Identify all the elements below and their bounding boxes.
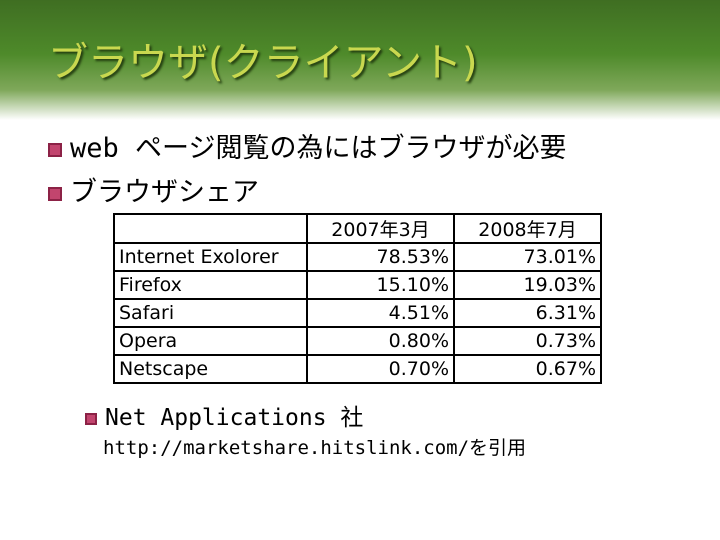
share-cell: 78.53% bbox=[306, 242, 455, 272]
bullet-text: web ページ閲覧の為にはブラウザが必要 bbox=[70, 133, 567, 164]
slide-title: ブラウザ(クライアント) bbox=[48, 40, 478, 86]
row-label: Safari bbox=[113, 298, 308, 328]
table-row: Safari 4.51% 6.31% bbox=[113, 298, 602, 328]
table-row: Netscape 0.70% 0.67% bbox=[113, 354, 602, 384]
bullet-mark bbox=[48, 142, 62, 157]
bullet: web ページ閲覧の為にはブラウザが必要 bbox=[48, 126, 566, 165]
share-cell: 0.70% bbox=[306, 354, 455, 384]
row-label: Internet Exolorer bbox=[113, 242, 308, 272]
share-cell: 19.03% bbox=[453, 270, 602, 300]
column-header: 2008年7月 bbox=[453, 213, 602, 244]
bullet-mark bbox=[48, 186, 62, 201]
share-cell: 73.01% bbox=[453, 242, 602, 272]
column-header: 2007年3月 bbox=[306, 213, 455, 244]
bullet: ブラウザシェア bbox=[48, 170, 259, 209]
share-cell: 15.10% bbox=[306, 270, 455, 300]
share-cell: 0.73% bbox=[453, 326, 602, 356]
bullet-mark bbox=[85, 412, 97, 425]
row-label: Firefox bbox=[113, 270, 308, 300]
header-row: 2007年3月 2008年7月 bbox=[113, 213, 602, 244]
header-band bbox=[0, 0, 720, 120]
source-name: Net Applications 社 bbox=[105, 405, 364, 431]
table-row: Internet Exolorer 78.53% 73.01% bbox=[113, 242, 602, 272]
share-cell: 6.31% bbox=[453, 298, 602, 328]
share-cell: 4.51% bbox=[306, 298, 455, 328]
row-label: Netscape bbox=[113, 354, 308, 384]
table-row: Firefox 15.10% 19.03% bbox=[113, 270, 602, 300]
share-cell: 0.67% bbox=[453, 354, 602, 384]
table-row: Opera 0.80% 0.73% bbox=[113, 326, 602, 356]
corner-cell bbox=[113, 213, 308, 244]
row-label: Opera bbox=[113, 326, 308, 356]
source-url: http://marketshare.hitslink.com/を引用 bbox=[103, 437, 527, 459]
bullet-text: ブラウザシェア bbox=[70, 177, 259, 208]
share-cell: 0.80% bbox=[306, 326, 455, 356]
sub-bullet: Net Applications 社 bbox=[85, 398, 363, 432]
share-table: 2007年3月 2008年7月 Internet Exolorer 78.53% 73.… bbox=[113, 213, 602, 384]
